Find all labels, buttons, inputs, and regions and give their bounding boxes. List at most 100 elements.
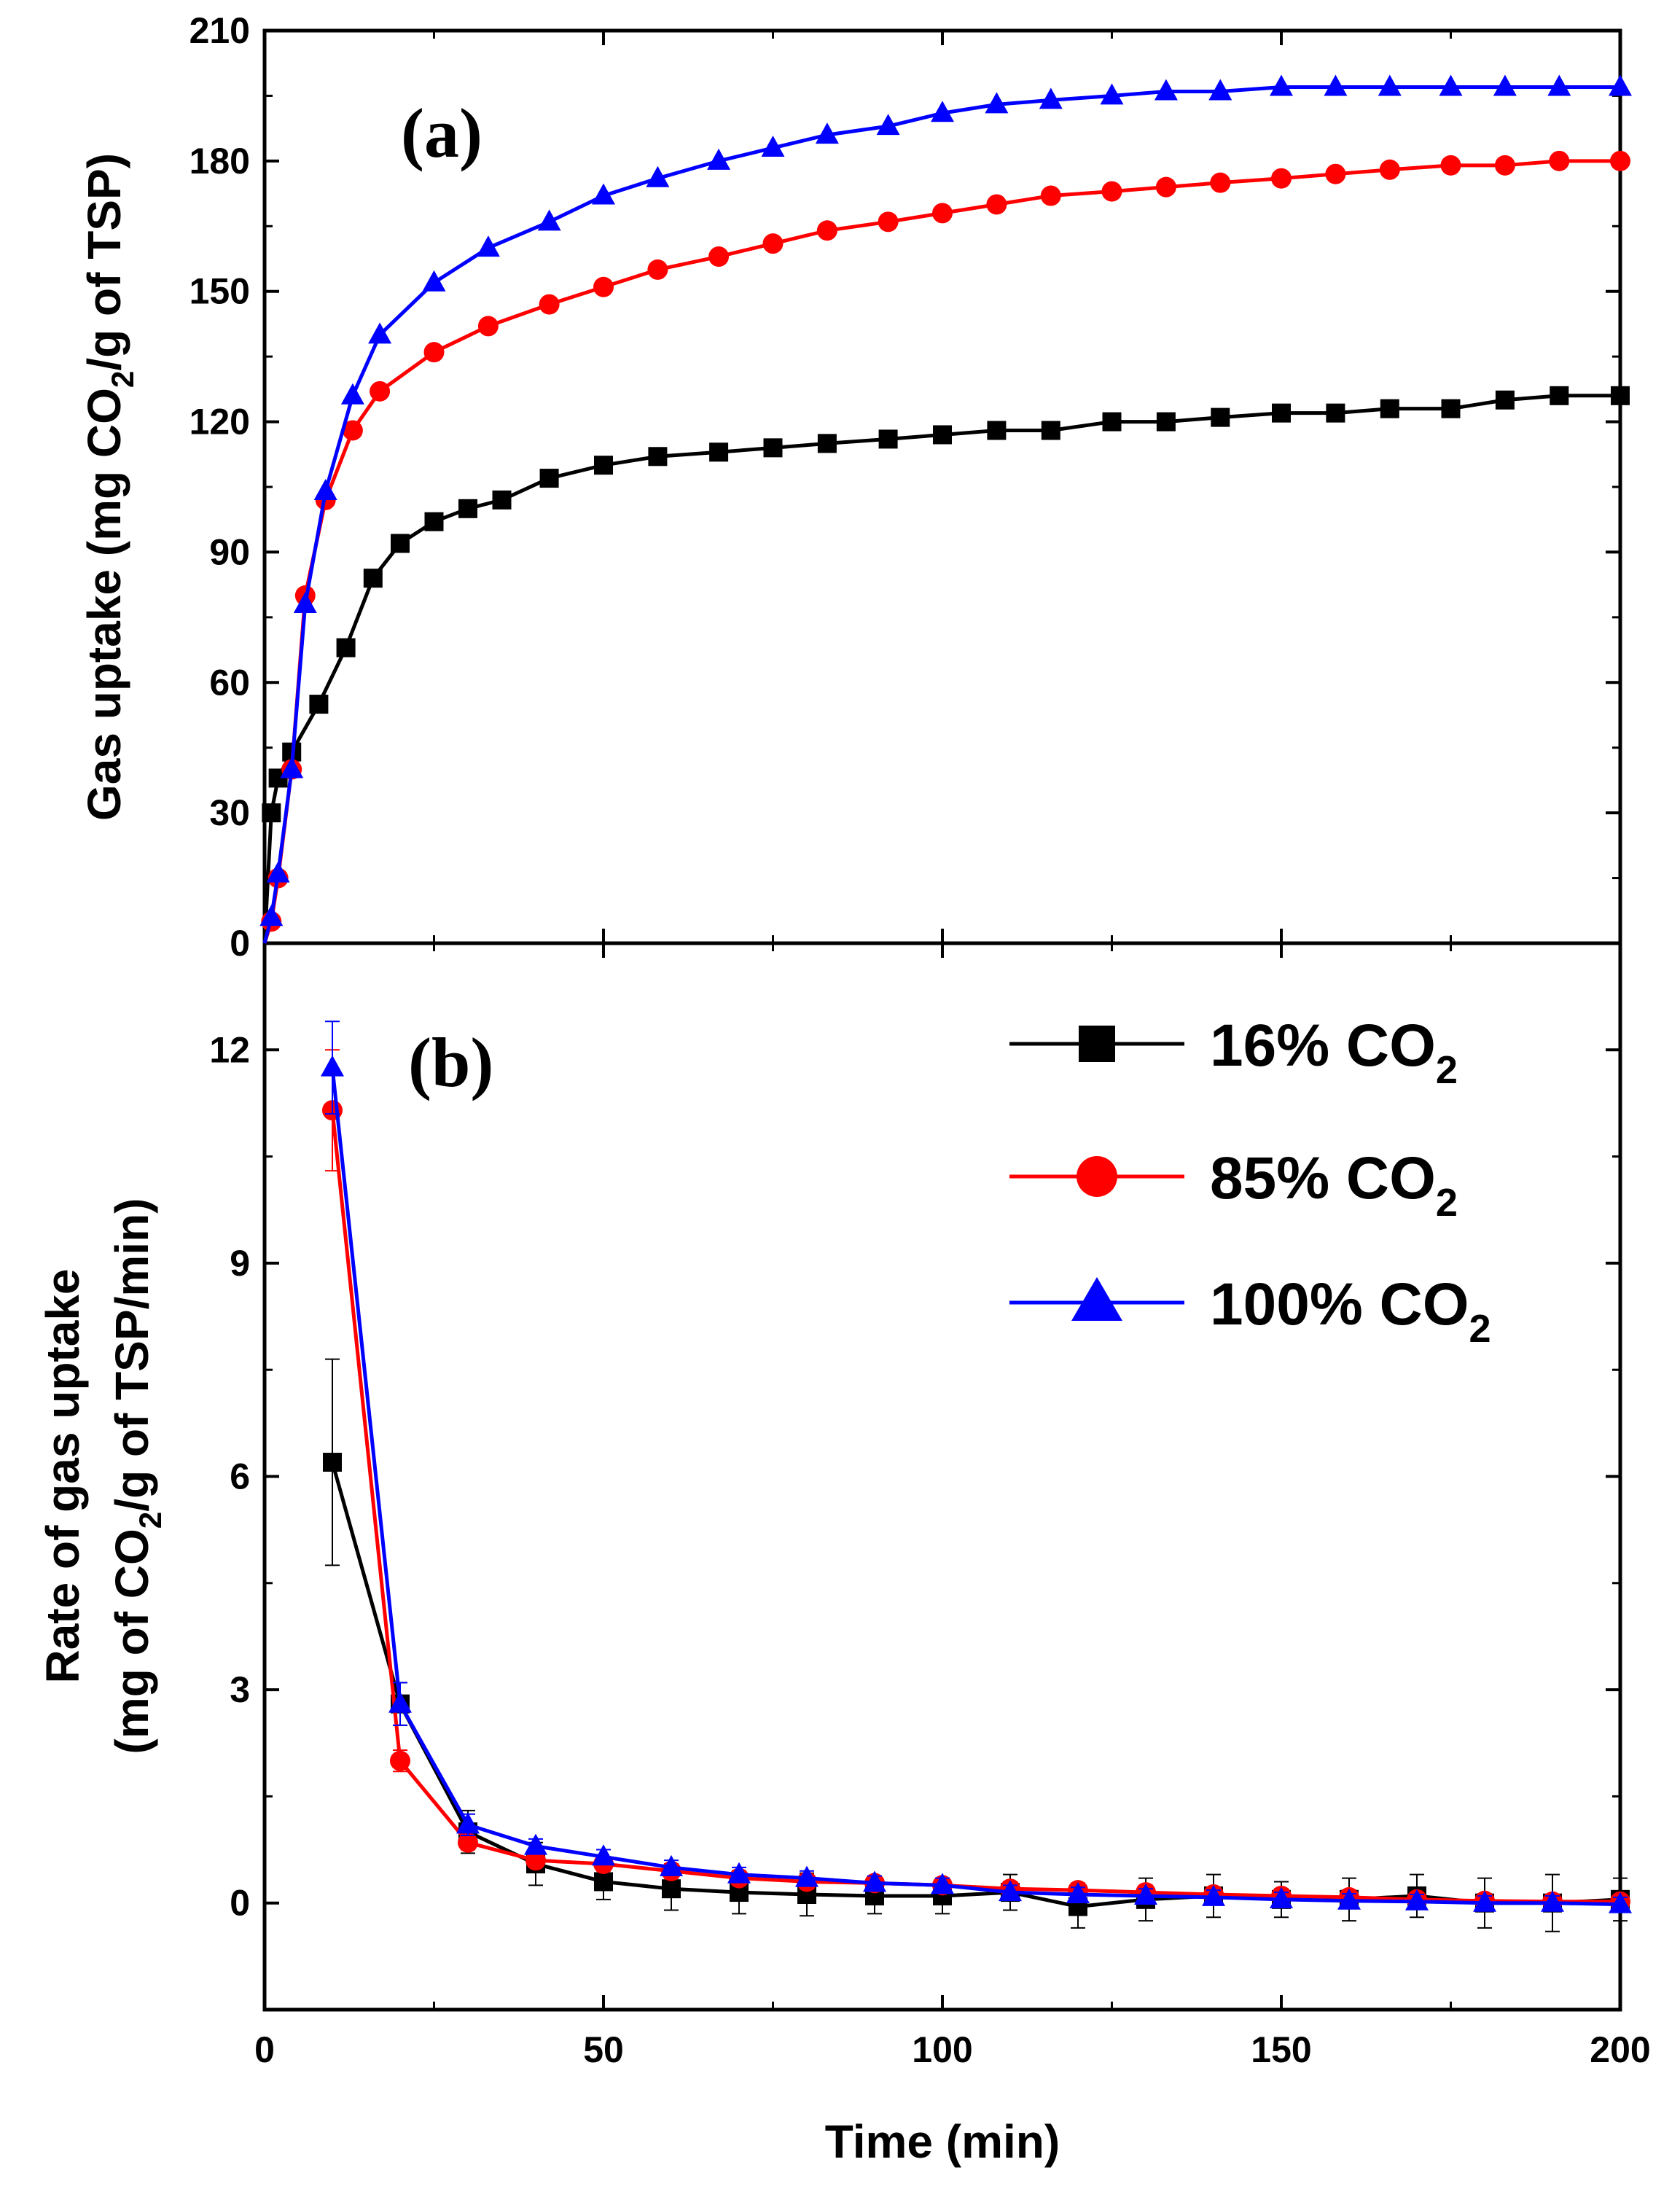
- series-line: [330, 1067, 1621, 1907]
- panel-a-ticks: 0 30 60 90 120 150 180 210: [190, 10, 1622, 964]
- series-triangle: [321, 1020, 1632, 1913]
- panel-a-label: (a): [401, 94, 482, 172]
- data-point: [293, 591, 317, 613]
- y-tick-label: 30: [209, 792, 250, 833]
- data-point: [1380, 399, 1399, 418]
- data-point: [1549, 150, 1570, 171]
- data-point: [1550, 386, 1569, 405]
- y-tick-label: 150: [190, 271, 250, 312]
- data-point: [763, 438, 783, 458]
- y-tick-label: 180: [190, 141, 250, 182]
- data-point: [815, 122, 839, 144]
- data-point: [795, 1865, 818, 1887]
- data-point: [391, 534, 410, 553]
- data-point: [592, 183, 615, 205]
- data-point: [1134, 1883, 1157, 1905]
- data-point: [592, 1844, 615, 1866]
- data-point: [1208, 79, 1232, 101]
- svg-text:100% CO2: 100% CO2: [1210, 1271, 1491, 1351]
- data-point: [1271, 168, 1292, 189]
- data-point: [876, 114, 900, 136]
- data-point: [1066, 1881, 1090, 1903]
- data-point: [476, 235, 500, 257]
- data-point: [1440, 155, 1461, 176]
- data-point: [368, 322, 392, 344]
- data-point: [524, 1833, 547, 1855]
- data-point: [1272, 403, 1291, 423]
- legend: 16% CO2 85% CO2 100% CO2: [1009, 1012, 1491, 1351]
- data-point: [648, 447, 668, 467]
- data-point: [1379, 159, 1400, 180]
- data-point: [1378, 74, 1402, 96]
- data-point: [594, 456, 613, 475]
- data-point: [1547, 74, 1571, 96]
- svg-text:85% CO2: 85% CO2: [1210, 1145, 1458, 1225]
- data-point: [1155, 176, 1176, 198]
- data-point: [1326, 403, 1345, 423]
- data-point: [1609, 74, 1632, 96]
- data-point: [986, 194, 1007, 215]
- data-point: [526, 1850, 546, 1871]
- data-point: [762, 233, 784, 254]
- data-point: [390, 1750, 410, 1771]
- data-point: [456, 1812, 480, 1834]
- legend-entry-16: 16% CO2: [1009, 1012, 1458, 1092]
- data-point: [985, 92, 1009, 114]
- data-point: [593, 276, 614, 297]
- data-point: [1473, 1890, 1496, 1912]
- legend-marker-triangle: [1071, 1277, 1122, 1321]
- data-point: [1270, 1886, 1293, 1908]
- data-point: [863, 1870, 886, 1892]
- data-point: [1493, 74, 1517, 96]
- svg-text:16% CO2: 16% CO2: [1210, 1012, 1458, 1092]
- data-point: [1494, 155, 1515, 176]
- y-tick-label: 90: [209, 531, 250, 572]
- data-point: [1611, 386, 1630, 405]
- data-point: [477, 316, 499, 337]
- data-point: [1041, 421, 1060, 440]
- data-point: [1040, 185, 1061, 206]
- data-point: [537, 209, 561, 231]
- series-triangle: [259, 74, 1632, 944]
- data-point: [280, 757, 304, 778]
- data-point: [1102, 412, 1122, 432]
- data-point: [1154, 79, 1178, 101]
- panel-b-ylabel-line1: Rate of gas uptake: [36, 1268, 89, 1683]
- data-point: [999, 1880, 1022, 1902]
- series-line: [330, 1461, 1621, 1909]
- data-point: [262, 803, 281, 823]
- data-point: [1325, 163, 1346, 184]
- data-point: [492, 490, 512, 510]
- data-point: [707, 148, 731, 170]
- data-point: [1211, 407, 1230, 427]
- data-point: [321, 1055, 344, 1077]
- y-tick-label: 0: [230, 1883, 250, 1924]
- data-point: [1210, 172, 1231, 193]
- data-point: [662, 1879, 681, 1899]
- legend-marker-circle: [1077, 1156, 1117, 1197]
- data-point: [761, 135, 785, 157]
- data-point: [816, 220, 837, 241]
- data-point: [313, 478, 337, 500]
- data-point: [259, 905, 284, 926]
- data-point: [931, 1873, 954, 1894]
- data-point: [987, 421, 1007, 440]
- data-point: [1270, 74, 1293, 96]
- data-point: [422, 270, 446, 292]
- y-tick-label: 0: [230, 923, 250, 964]
- data-point: [727, 1862, 751, 1884]
- data-point: [709, 442, 729, 462]
- data-point: [1495, 390, 1515, 410]
- data-point: [817, 434, 837, 453]
- panel-b-ticks: 0 3 6 9 12 0 50 100 150 200: [209, 943, 1651, 2070]
- data-point: [458, 499, 477, 518]
- data-point: [1541, 1890, 1564, 1912]
- data-point: [1610, 150, 1630, 171]
- data-point: [878, 429, 898, 449]
- data-point: [458, 1832, 478, 1853]
- data-point: [646, 165, 670, 187]
- panel-a-ylabel: Gas uptake (mg CO2/g of TSP): [78, 153, 140, 821]
- y-tick-label: 60: [209, 662, 250, 703]
- data-point: [1100, 83, 1124, 105]
